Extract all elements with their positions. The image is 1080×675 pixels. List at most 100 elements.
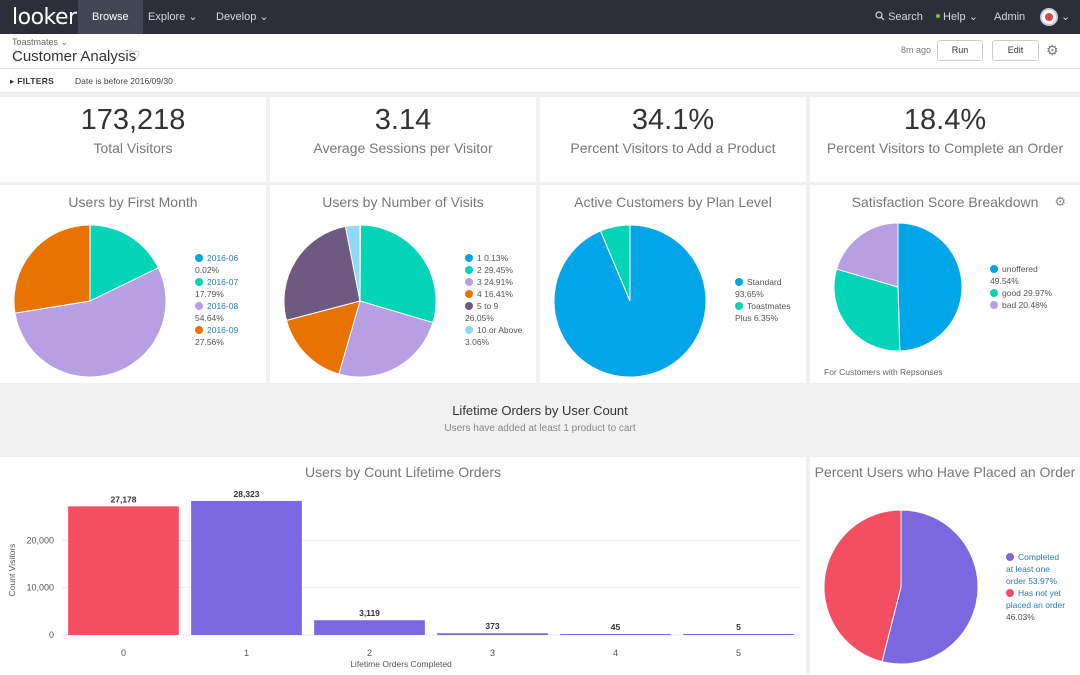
legend-item[interactable]: 2016-09 [195, 324, 238, 336]
kpi-tile: 173,218 Total Visitors [0, 97, 266, 182]
admin-link[interactable]: Admin [994, 11, 1026, 23]
pie-slice[interactable] [344, 224, 361, 302]
legend-swatch [465, 266, 473, 274]
legend-item[interactable]: 5 to 9 [465, 300, 522, 312]
filter-summary[interactable]: Date is before 2016/09/30 [75, 76, 173, 86]
pie-slice[interactable] [89, 224, 160, 302]
y-tick-label: 10,000 [26, 583, 54, 593]
legend-swatch [195, 254, 203, 262]
legend-item[interactable]: 1 0.13% [465, 252, 522, 264]
pie-slice[interactable] [823, 509, 902, 663]
bar[interactable] [683, 634, 794, 635]
bar-value-label: 5 [736, 622, 741, 632]
avatar[interactable] [1040, 8, 1058, 26]
tab-develop[interactable]: Develop ⌄ [216, 11, 269, 23]
bar[interactable] [560, 634, 671, 635]
bar-chart-tile: Users by Count Lifetime Orders 0 10,000 20… [0, 457, 806, 675]
legend-value: 3.06% [465, 337, 490, 347]
legend-item[interactable]: Toastmates [735, 300, 790, 312]
legend-item[interactable]: 10 or Above [465, 324, 522, 336]
y-tick-label: 0 [49, 630, 54, 640]
x-tick-label: 0 [121, 648, 126, 658]
chart-legend: unoffered 49.54% good 29.97% bad 20.48% [990, 263, 1052, 311]
legend-item[interactable]: bad 20.48% [990, 299, 1052, 311]
pie-slice[interactable] [283, 225, 361, 322]
looker-logo[interactable]: looker [12, 5, 77, 30]
search-button[interactable]: Search [875, 0, 923, 34]
tab-browse[interactable]: Browse [78, 0, 143, 34]
bar[interactable] [191, 500, 302, 635]
legend-value: Plus 6.35% [735, 313, 778, 323]
kpi-tile: 18.4% Percent Visitors to Complete an Or… [810, 97, 1080, 182]
tab-explore[interactable]: Explore ⌄ [148, 11, 198, 23]
legend-item[interactable]: Has not yet [1006, 587, 1065, 599]
legend-value: order 53.97% [1006, 576, 1058, 586]
pie-tile-plan: Active Customers by Plan Level Standard … [540, 185, 806, 383]
gear-icon[interactable]: ⚙ [1054, 194, 1066, 209]
legend-swatch [195, 302, 203, 310]
pie-slice[interactable] [835, 222, 899, 288]
pie-slice[interactable] [13, 224, 91, 314]
legend-swatch [990, 301, 998, 309]
legend-item[interactable]: Completed [1006, 551, 1065, 563]
pie-slice[interactable] [881, 509, 979, 665]
pie-tile-orders: Percent Users who Have Placed an Order C… [810, 457, 1080, 675]
bar[interactable] [68, 506, 179, 635]
section-title: Lifetime Orders by User Count [452, 403, 628, 418]
pie-slice[interactable] [599, 224, 631, 302]
dashboard-header: Toastmates ⌄ Customer Analysis ♡ 8m ago … [0, 34, 1080, 69]
bar[interactable] [314, 620, 425, 635]
kpi-tile: 3.14 Average Sessions per Visitor [270, 97, 536, 182]
kpi-label: Total Visitors [93, 140, 173, 156]
run-button[interactable]: Run [937, 40, 983, 61]
help-menu[interactable]: Help ⌄ [936, 0, 978, 34]
kpi-tile: 34.1% Percent Visitors to Add a Product [540, 97, 806, 182]
pie-slice[interactable] [897, 222, 963, 352]
legend-value: 17.79% [195, 289, 224, 299]
chevron-down-icon[interactable]: ⌄ [1061, 11, 1071, 23]
pie-slice[interactable] [359, 224, 437, 324]
pie-slice[interactable] [338, 300, 434, 378]
legend-value: 27.56% [195, 337, 224, 347]
legend-item[interactable]: 2016-07 [195, 276, 238, 288]
legend-item[interactable]: Standard [735, 276, 790, 288]
legend-swatch [465, 254, 473, 262]
legend-swatch [195, 326, 203, 334]
legend-item[interactable]: good 29.97% [990, 287, 1052, 299]
chevron-down-icon: ⌄ [259, 11, 269, 23]
x-tick-label: 4 [613, 648, 618, 658]
pie-slice[interactable] [833, 268, 901, 352]
filters-toggle[interactable]: ▸ FILTERS [10, 76, 55, 86]
pie-chart [283, 224, 437, 378]
pie-slice[interactable] [285, 300, 361, 375]
pie-tile-satisfaction: Satisfaction Score Breakdown ⚙ unoffered… [810, 185, 1080, 383]
y-tick-label: 20,000 [26, 535, 54, 545]
legend-swatch [195, 278, 203, 286]
legend-item[interactable]: 2 29.45% [465, 264, 522, 276]
pie-tile-first-month: Users by First Month 2016-06 0.02% 2016-… [0, 185, 266, 383]
filter-bar: ▸ FILTERS Date is before 2016/09/30 [0, 69, 1080, 93]
legend-item[interactable]: unoffered [990, 263, 1052, 275]
bar-chart: 010,00020,00027,178028,32313,11923733454… [7, 489, 800, 669]
legend-swatch [735, 302, 743, 310]
pie-chart [553, 224, 707, 378]
bar-value-label: 27,178 [111, 494, 137, 504]
legend-value: 46.03% [1006, 612, 1035, 622]
legend-item[interactable]: 2016-06 [195, 252, 238, 264]
kpi-label: Percent Visitors to Add a Product [570, 140, 776, 156]
bar-value-label: 373 [485, 621, 499, 631]
bar[interactable] [437, 633, 548, 635]
pie-slice[interactable] [14, 267, 167, 378]
edit-button[interactable]: Edit [992, 40, 1039, 61]
breadcrumb[interactable]: Toastmates ⌄ [12, 37, 69, 47]
gear-icon[interactable]: ⚙ [1046, 42, 1059, 58]
heart-icon[interactable]: ♡ [128, 48, 141, 64]
top-nav: looker Browse Explore ⌄ Develop ⌄ Search… [0, 0, 1080, 34]
legend-item[interactable]: 2016-08 [195, 300, 238, 312]
legend-swatch [1006, 553, 1014, 561]
legend-swatch [465, 290, 473, 298]
legend-item[interactable]: 4 16.41% [465, 288, 522, 300]
kpi-value: 173,218 [80, 104, 186, 136]
legend-item[interactable]: 3 24.91% [465, 276, 522, 288]
last-run-time: 8m ago [901, 45, 932, 55]
